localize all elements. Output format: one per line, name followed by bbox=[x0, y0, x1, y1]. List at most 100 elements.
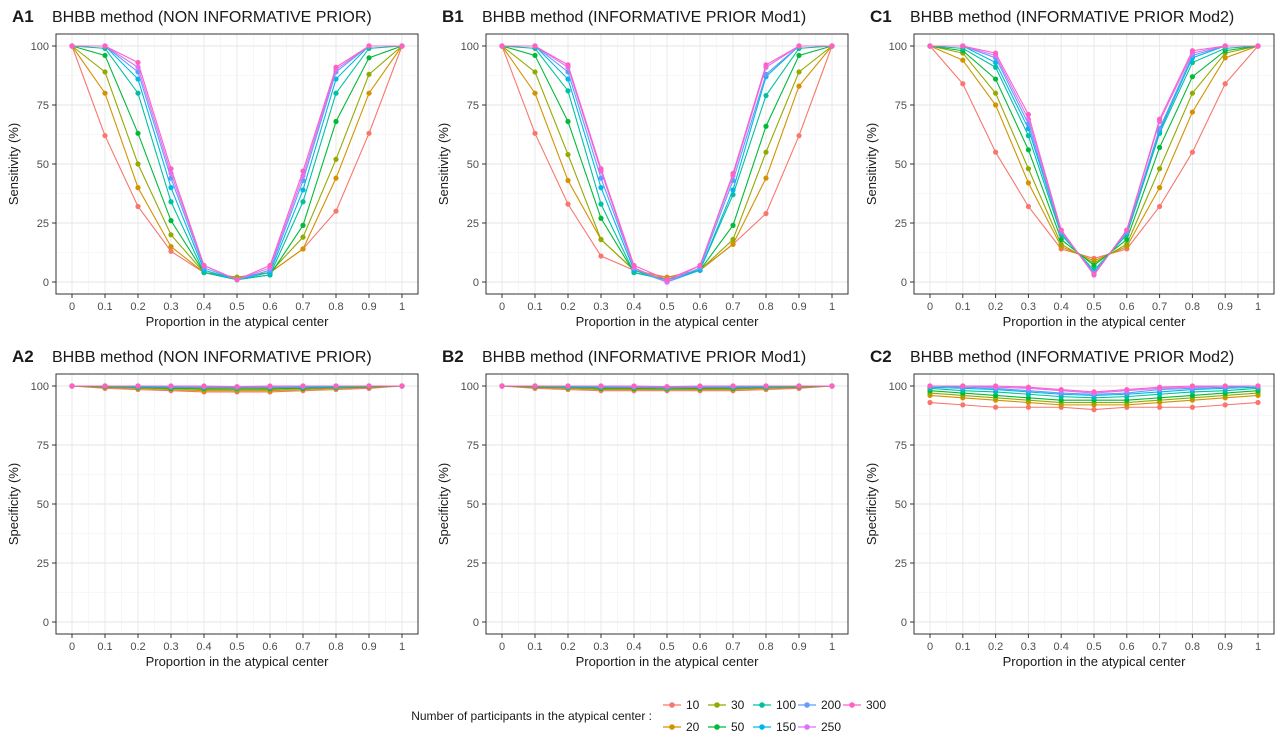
data-point bbox=[960, 402, 966, 408]
data-point bbox=[598, 215, 604, 221]
x-tick-label: 0.7 bbox=[1152, 641, 1167, 653]
data-point bbox=[763, 123, 769, 129]
data-point bbox=[796, 52, 802, 59]
data-point bbox=[366, 130, 372, 136]
x-tick-label: 0.1 bbox=[955, 301, 970, 313]
data-point bbox=[333, 208, 339, 214]
data-point bbox=[730, 222, 736, 228]
data-point bbox=[499, 383, 505, 389]
data-point bbox=[1255, 383, 1261, 389]
x-axis-label: Proportion in the atypical center bbox=[146, 654, 329, 669]
data-point bbox=[168, 199, 174, 205]
x-tick-label: 0 bbox=[69, 641, 75, 653]
y-tick-label: 100 bbox=[31, 41, 49, 53]
data-point bbox=[499, 43, 505, 49]
x-tick-label: 0.3 bbox=[163, 641, 178, 653]
x-axis-label: Proportion in the atypical center bbox=[576, 314, 759, 329]
panel-title: BHBB method (INFORMATIVE PRIOR Mod1) bbox=[482, 349, 806, 366]
data-point bbox=[763, 175, 769, 181]
data-point bbox=[1025, 384, 1031, 390]
x-tick-label: 0.4 bbox=[196, 301, 211, 313]
y-tick-label: 75 bbox=[467, 100, 479, 112]
legend-label: 50 bbox=[731, 720, 745, 732]
data-point bbox=[1025, 147, 1031, 153]
data-point bbox=[1255, 43, 1261, 49]
x-tick-label: 0.7 bbox=[725, 301, 740, 313]
legend-key-point bbox=[759, 724, 765, 730]
data-point bbox=[69, 383, 75, 389]
y-axis-label: Sensitivity (%) bbox=[6, 123, 21, 205]
data-point bbox=[796, 83, 802, 89]
panel-a1: 0 25 50 75 100 0 0.1 0.2 0.3 0.4 0.5 0.6 0.7 0.8 0.9 1 P… bbox=[6, 7, 419, 329]
x-tick-label: 0.6 bbox=[692, 641, 707, 653]
y-tick-label: 75 bbox=[895, 440, 907, 452]
data-point bbox=[763, 383, 769, 389]
data-point bbox=[102, 43, 108, 49]
data-point bbox=[960, 383, 966, 389]
y-tick-label: 100 bbox=[889, 381, 907, 393]
series-300 bbox=[69, 383, 405, 390]
y-axis-label: Specificity (%) bbox=[436, 463, 451, 545]
y-axis-label: Sensitivity (%) bbox=[436, 123, 451, 205]
legend-title: Number of participants in the atypical c… bbox=[411, 709, 652, 723]
y-tick-label: 100 bbox=[461, 381, 479, 393]
x-tick-label: 1 bbox=[1255, 301, 1261, 313]
legend-label: 300 bbox=[866, 698, 886, 712]
legend-entry-50: 50 bbox=[708, 720, 745, 732]
x-tick-label: 0.4 bbox=[1054, 641, 1069, 653]
data-point bbox=[993, 102, 999, 108]
data-point bbox=[366, 55, 372, 61]
data-point bbox=[1091, 407, 1097, 413]
legend-label: 250 bbox=[821, 720, 841, 732]
data-point bbox=[532, 69, 538, 75]
x-tick-label: 0.1 bbox=[527, 641, 542, 653]
x-tick-label: 0.5 bbox=[229, 641, 244, 653]
data-point bbox=[1091, 262, 1097, 269]
data-point bbox=[1222, 383, 1228, 389]
y-tick-label: 0 bbox=[473, 617, 479, 629]
data-point bbox=[532, 130, 538, 136]
x-tick-label: 0.2 bbox=[988, 641, 1003, 653]
y-tick-label: 25 bbox=[467, 558, 479, 570]
legend-entry-250: 250 bbox=[798, 720, 841, 732]
data-point bbox=[168, 166, 174, 172]
data-point bbox=[730, 170, 736, 177]
data-point bbox=[234, 384, 240, 390]
data-point bbox=[565, 118, 571, 125]
data-point bbox=[168, 218, 174, 224]
data-point bbox=[333, 383, 339, 389]
data-point bbox=[234, 277, 240, 283]
data-point bbox=[1124, 241, 1130, 247]
x-tick-label: 0 bbox=[499, 641, 505, 653]
y-axis-label: Sensitivity (%) bbox=[864, 123, 879, 205]
data-point bbox=[267, 262, 273, 269]
x-tick-label: 0.8 bbox=[1185, 641, 1200, 653]
panel-b1: 0 25 50 75 100 0 0.1 0.2 0.3 0.4 0.5 0.6 0.7 0.8 0.9 1 P… bbox=[436, 7, 849, 329]
y-tick-label: 0 bbox=[43, 617, 49, 629]
data-point bbox=[135, 185, 141, 191]
data-point bbox=[631, 383, 637, 389]
panel-tag: C2 bbox=[870, 347, 892, 366]
data-point bbox=[1124, 227, 1130, 233]
data-point bbox=[102, 90, 108, 96]
data-point bbox=[135, 383, 141, 389]
data-point bbox=[730, 383, 736, 389]
data-point bbox=[135, 59, 141, 66]
data-point bbox=[763, 210, 769, 217]
data-point bbox=[565, 151, 571, 158]
data-point bbox=[565, 177, 571, 184]
x-tick-label: 1 bbox=[829, 301, 835, 313]
data-point bbox=[366, 90, 372, 96]
x-tick-label: 0.7 bbox=[1152, 301, 1167, 313]
data-point bbox=[399, 383, 405, 389]
data-point bbox=[829, 383, 835, 389]
data-point bbox=[1157, 203, 1163, 210]
data-point bbox=[135, 90, 141, 96]
data-point bbox=[697, 383, 703, 389]
x-tick-label: 0.7 bbox=[725, 641, 740, 653]
data-point bbox=[1157, 404, 1163, 410]
data-point bbox=[300, 168, 306, 174]
data-point bbox=[664, 384, 670, 390]
data-point bbox=[796, 133, 802, 139]
data-point bbox=[300, 246, 306, 252]
